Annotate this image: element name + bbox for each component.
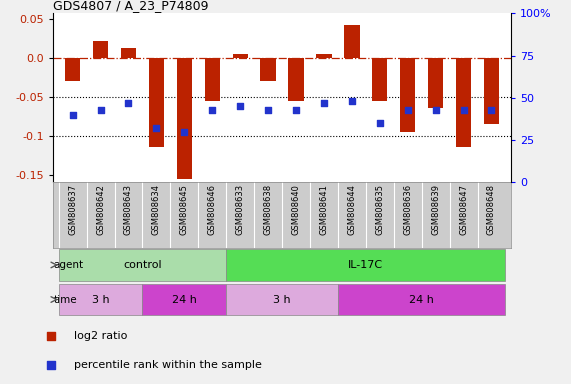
Text: IL-17C: IL-17C (348, 260, 383, 270)
Bar (484, 58, 499, 124)
Text: GSM808641: GSM808641 (319, 184, 328, 235)
Bar (59, 250, 226, 280)
Text: GSM808644: GSM808644 (347, 184, 356, 235)
Point (319, 100, 328, 106)
Bar (288, 58, 304, 101)
Text: GSM808646: GSM808646 (208, 184, 217, 235)
Text: 24 h: 24 h (409, 295, 434, 305)
Point (180, 129, 189, 135)
Text: GSM808634: GSM808634 (152, 184, 161, 235)
Bar (372, 58, 388, 101)
Bar (456, 58, 471, 147)
Bar (226, 250, 505, 280)
Text: log2 ratio: log2 ratio (74, 331, 127, 341)
Point (264, 107, 273, 113)
Point (431, 107, 440, 113)
Bar (400, 58, 416, 132)
Text: GSM808645: GSM808645 (180, 184, 189, 235)
Point (291, 107, 300, 113)
Text: time: time (54, 295, 77, 305)
Bar (142, 284, 226, 315)
Text: GSM808648: GSM808648 (487, 184, 496, 235)
Point (236, 103, 245, 109)
Bar (59, 284, 142, 315)
Text: GSM808633: GSM808633 (236, 184, 245, 235)
Text: GSM808638: GSM808638 (264, 184, 272, 235)
Bar (65, 58, 81, 81)
Text: 3 h: 3 h (92, 295, 110, 305)
Text: agent: agent (54, 260, 84, 270)
Bar (176, 58, 192, 179)
Point (375, 120, 384, 126)
Text: GSM808647: GSM808647 (459, 184, 468, 235)
Point (487, 107, 496, 113)
Text: GSM808637: GSM808637 (68, 184, 77, 235)
Text: GSM808642: GSM808642 (96, 184, 105, 235)
Bar (428, 58, 443, 108)
Bar (316, 54, 332, 58)
Text: GSM808639: GSM808639 (431, 184, 440, 235)
Point (403, 107, 412, 113)
Text: 3 h: 3 h (274, 295, 291, 305)
Bar (226, 284, 338, 315)
Point (459, 107, 468, 113)
Point (68, 112, 77, 118)
Text: GSM808643: GSM808643 (124, 184, 133, 235)
Point (124, 100, 133, 106)
Point (347, 98, 356, 104)
Text: GSM808635: GSM808635 (375, 184, 384, 235)
Bar (344, 25, 360, 58)
Text: GSM808640: GSM808640 (292, 184, 300, 235)
Bar (338, 284, 505, 315)
Text: GDS4807 / A_23_P74809: GDS4807 / A_23_P74809 (53, 0, 208, 12)
Bar (232, 54, 248, 58)
Point (208, 107, 217, 113)
Point (96, 107, 105, 113)
Bar (121, 48, 136, 58)
Text: 24 h: 24 h (172, 295, 197, 305)
Text: control: control (123, 260, 162, 270)
Bar (93, 41, 108, 58)
Text: percentile rank within the sample: percentile rank within the sample (74, 360, 262, 370)
Bar (148, 58, 164, 147)
Text: GSM808636: GSM808636 (403, 184, 412, 235)
Bar (204, 58, 220, 101)
Bar (260, 58, 276, 81)
Point (152, 125, 161, 131)
